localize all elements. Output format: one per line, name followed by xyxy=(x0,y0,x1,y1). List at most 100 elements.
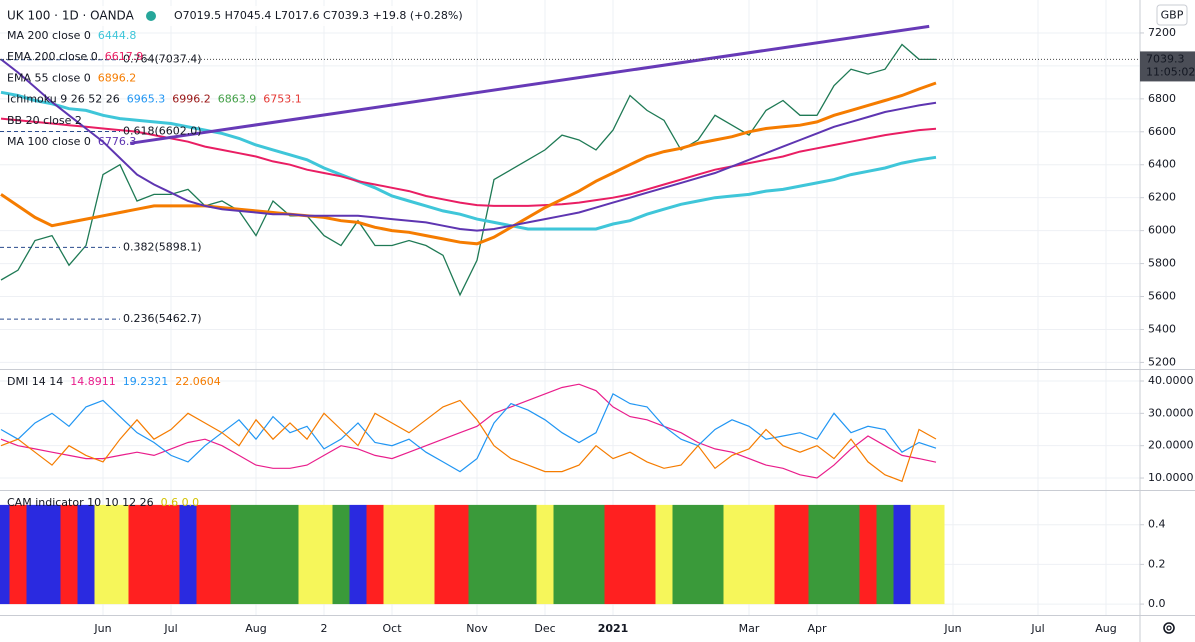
fib-label: 0.382(5898.1) xyxy=(123,240,202,253)
cam-bar xyxy=(451,504,469,605)
cam-bar xyxy=(77,504,95,605)
cam-bar xyxy=(349,504,367,605)
legend-value: 14.8911 xyxy=(70,375,116,388)
y-tick-label: 30.0000 xyxy=(1148,406,1194,419)
gear-ring[interactable] xyxy=(1163,622,1175,634)
cam-bar xyxy=(502,504,520,605)
cam-bar xyxy=(655,504,673,605)
countdown-label: 11:05:02 xyxy=(1146,65,1195,78)
cam-bar xyxy=(893,504,911,605)
cam-bar xyxy=(196,504,214,605)
currency-label[interactable]: GBP xyxy=(1161,9,1184,22)
ohlc: O7019.5 H7045.4 L7017.6 C7039.3 +19.8 (+… xyxy=(174,9,463,22)
cam-bar xyxy=(400,504,418,605)
x-tick-label: Nov xyxy=(466,622,488,635)
cam-bar xyxy=(842,504,860,605)
legend-name: MA 200 close 0 xyxy=(7,29,91,42)
cam-bar xyxy=(910,504,928,605)
series-line xyxy=(0,117,937,207)
legend-value: 6996.2 xyxy=(172,93,211,106)
cam-bar xyxy=(689,504,707,605)
legend-value: 6444.8 xyxy=(98,29,137,42)
y-tick-label: 6200 xyxy=(1148,191,1176,204)
gear-hub[interactable] xyxy=(1166,625,1172,631)
cam-bar xyxy=(128,504,146,605)
y-tick-label: 10.0000 xyxy=(1148,471,1194,484)
y-tick-label: 0.4 xyxy=(1148,518,1166,531)
x-tick-label: Jul xyxy=(1030,622,1044,635)
currency-box[interactable] xyxy=(1156,4,1188,26)
cam-bar xyxy=(485,504,503,605)
price-line xyxy=(0,43,937,297)
cam-bar xyxy=(434,504,452,605)
legend-value: 6776.3 xyxy=(98,135,137,148)
cam-bar xyxy=(264,504,282,605)
legend-value: 6896.2 xyxy=(98,71,137,84)
y-tick-label: 5800 xyxy=(1148,257,1176,270)
cam-bar xyxy=(298,504,316,605)
x-tick-label: 2021 xyxy=(598,622,629,635)
cam-bar xyxy=(0,504,10,605)
y-tick-label: 5400 xyxy=(1148,322,1176,335)
cam-bar xyxy=(757,504,775,605)
legend-name: MA 100 close 0 xyxy=(7,135,91,148)
cam-bar xyxy=(519,504,537,605)
y-tick-label: 6400 xyxy=(1148,158,1176,171)
legend-name: BB 20 close 2 xyxy=(7,114,82,127)
series-line xyxy=(0,90,937,231)
cam-bar xyxy=(468,504,486,605)
legend-row: BB 20 close 2 xyxy=(7,114,82,127)
y-tick-label: 7200 xyxy=(1148,26,1176,39)
cam-bar xyxy=(281,504,299,605)
settings-icon[interactable] xyxy=(1163,622,1175,634)
x-tick-label: Jun xyxy=(93,622,111,635)
pane-legend: CAM indicator 10 10 12 26 0.6 0.0 xyxy=(7,496,199,509)
cam-bar xyxy=(94,504,112,605)
cam-bar xyxy=(145,504,163,605)
cam-bar xyxy=(825,504,843,605)
legend-name: Ichimoku 9 26 52 26 xyxy=(7,93,120,106)
cam-bar xyxy=(587,504,605,605)
cam-bar xyxy=(179,504,197,605)
cam-bar xyxy=(570,504,588,605)
fib-label: 0.618(6602.0) xyxy=(123,124,202,137)
y-tick-label: 5200 xyxy=(1148,355,1176,368)
legend-row: MA 200 close 0 6444.8 xyxy=(7,29,136,42)
y-tick-label: 6000 xyxy=(1148,224,1176,237)
market-status xyxy=(146,11,156,21)
legend-value: 22.0604 xyxy=(175,375,221,388)
cam-bar xyxy=(9,504,27,605)
header-bg xyxy=(0,6,470,26)
legend-value: 19.2321 xyxy=(123,375,169,388)
last-price-label: 7039.3 xyxy=(1146,52,1185,65)
x-tick-label: Oct xyxy=(382,622,402,635)
cam-bar xyxy=(536,504,554,605)
legend-value: 6753.1 xyxy=(263,93,302,106)
cam-bar xyxy=(60,504,78,605)
cam-bar xyxy=(876,504,894,605)
cam-bar xyxy=(417,504,435,605)
cam-bar xyxy=(26,504,44,605)
y-tick-label: 0.0 xyxy=(1148,597,1166,610)
cam-bar xyxy=(247,504,265,605)
series-line xyxy=(0,58,937,232)
legend-row: Ichimoku 9 26 52 26 6965.3 6996.2 6863.9 675… xyxy=(7,93,302,106)
legend-name: EMA 200 close 0 xyxy=(7,50,98,63)
cam-bar xyxy=(740,504,758,605)
x-tick-label: Aug xyxy=(1095,622,1116,635)
trend-line xyxy=(129,24,930,145)
legend-row: MA 100 close 0 6776.3 xyxy=(7,135,136,148)
y-tick-label: 5600 xyxy=(1148,290,1176,303)
pane-title: DMI 14 14 xyxy=(7,375,63,388)
series-line xyxy=(0,399,937,483)
y-tick-label: 0.2 xyxy=(1148,557,1166,570)
cam-bar xyxy=(366,504,384,605)
fib-label: 0.236(5462.7) xyxy=(123,312,202,325)
cam-bar xyxy=(621,504,639,605)
marks: 0.764(7037.4)0.618(6602.0)0.382(5898.1)0… xyxy=(0,24,1140,605)
cam-bar xyxy=(315,504,333,605)
cam-bar xyxy=(553,504,571,605)
cam-bar xyxy=(604,504,622,605)
